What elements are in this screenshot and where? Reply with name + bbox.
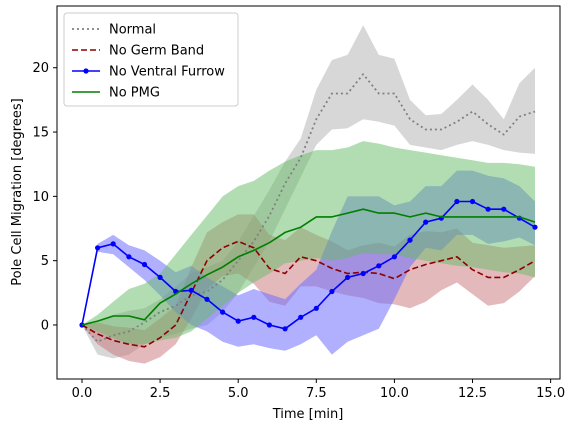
normal-legend-label: Normal bbox=[109, 23, 156, 38]
no-ventral-furrow-point bbox=[391, 254, 397, 260]
no-germ-band-line bbox=[81, 240, 536, 348]
no-ventral-furrow-point bbox=[141, 261, 148, 268]
no-pmg-line bbox=[81, 208, 536, 326]
no-ventral-furrow-point bbox=[235, 318, 241, 324]
normal-line bbox=[81, 73, 536, 343]
legend-box bbox=[63, 12, 239, 107]
no-pmg-legend-label: No PMG bbox=[109, 86, 160, 101]
axes: 0.0 2.5 5.0 7.5 10.0 12.5 15.0 0 5 10 15 20 bbox=[32, 5, 565, 401]
no-ventral-furrow-point bbox=[313, 305, 319, 311]
no-ventral-furrow-point bbox=[126, 254, 132, 260]
y-axis-label: Pole Cell Migration [degrees] bbox=[10, 98, 25, 285]
no-ventral-furrow-point bbox=[454, 198, 460, 205]
no-ventral-furrow-point bbox=[266, 322, 272, 328]
legend: Normal No Germ Band No Ventral Furrow No PM… bbox=[63, 12, 239, 107]
no-ventral-furrow-point bbox=[360, 270, 366, 277]
no-ventral-furrow-point bbox=[188, 287, 194, 293]
x-tick-label: 12.5 bbox=[458, 386, 487, 401]
confidence-bands bbox=[82, 25, 535, 364]
no-ventral-furrow-point bbox=[251, 314, 257, 320]
no-ventral-furrow-point bbox=[204, 296, 210, 302]
no-ventral-furrow-point bbox=[157, 274, 163, 280]
y-tick-label: 0 bbox=[41, 318, 49, 333]
no-ventral-furrow-point bbox=[423, 219, 429, 225]
no-ventral-furrow-point bbox=[282, 326, 288, 332]
y-tick-label: 15 bbox=[32, 126, 49, 141]
x-tick-label: 7.5 bbox=[306, 386, 327, 401]
no-ventral-furrow-line bbox=[81, 200, 536, 330]
x-tick-label: 5.0 bbox=[228, 386, 249, 401]
y-tick-label: 10 bbox=[32, 190, 49, 205]
no-ventral-furrow-point bbox=[95, 245, 101, 251]
no-ventral-furrow-legend-label: No Ventral Furrow bbox=[109, 65, 225, 80]
x-tick-label: 15.0 bbox=[536, 386, 565, 401]
x-tick-label: 0.0 bbox=[72, 386, 93, 401]
no-pmg-band bbox=[82, 141, 535, 345]
no-ventral-furrow-point bbox=[501, 206, 507, 212]
no-ventral-furrow-point bbox=[329, 288, 335, 295]
no-ventral-furrow-point bbox=[469, 198, 476, 205]
no-ventral-furrow-point bbox=[485, 206, 491, 212]
no-ventral-furrow-point bbox=[376, 263, 382, 269]
series-lines bbox=[79, 73, 538, 348]
plot-frame bbox=[56, 5, 561, 380]
no-ventral-furrow-point bbox=[345, 274, 351, 280]
no-ventral-furrow-point bbox=[220, 309, 226, 315]
no-ventral-furrow-point bbox=[532, 224, 538, 230]
y-tick-label: 20 bbox=[32, 61, 49, 76]
no-ventral-furrow-point bbox=[110, 241, 116, 247]
x-tick-label: 2.5 bbox=[150, 386, 171, 401]
no-ventral-furrow-point bbox=[407, 237, 413, 243]
y-tick-label: 5 bbox=[41, 254, 49, 269]
no-germ-band-legend-label: No Germ Band bbox=[109, 44, 204, 59]
x-axis-label: Time [min] bbox=[272, 407, 344, 422]
no-ventral-furrow-point bbox=[298, 314, 304, 320]
no-ventral-furrow-legend-marker bbox=[83, 68, 89, 74]
x-tick-label: 10.0 bbox=[380, 386, 409, 401]
